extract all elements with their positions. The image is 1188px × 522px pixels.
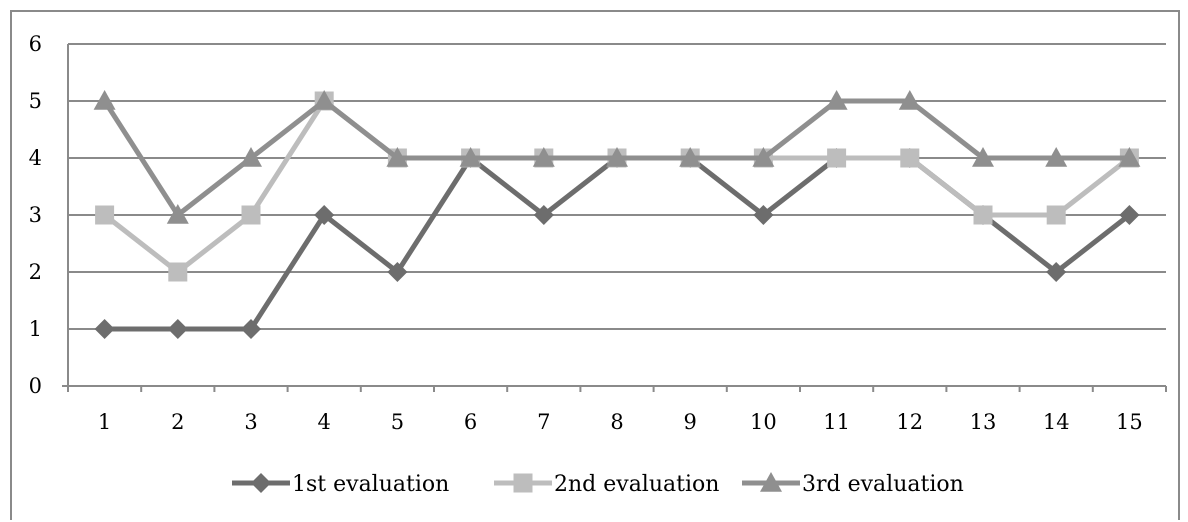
diamond-point	[1119, 205, 1140, 225]
triangle-point	[972, 147, 994, 167]
gridlines	[68, 43, 1166, 330]
x-tick-label: 12	[896, 410, 923, 434]
square-point	[1046, 205, 1066, 225]
triangle-point	[752, 147, 775, 167]
x-tick-label: 4	[318, 410, 331, 434]
triangle-point	[459, 147, 482, 167]
triangle-point	[93, 90, 116, 110]
series-line	[104, 155, 1131, 332]
triangle-point	[679, 147, 702, 167]
legend-item: 2nd evaluation	[494, 472, 719, 497]
diamond-point	[167, 319, 188, 339]
legend-label: 1st evaluation	[292, 472, 449, 497]
x-tick-label: 13	[970, 410, 997, 434]
legend-label: 3rd evaluation	[802, 472, 964, 497]
y-tick-label: 5	[29, 89, 42, 113]
triangle-point	[240, 147, 262, 167]
series-3	[93, 90, 1141, 224]
x-tick-label: 2	[171, 410, 184, 434]
triangle-point	[386, 147, 409, 167]
x-tick-label: 3	[244, 410, 257, 434]
x-tick-label: 9	[684, 410, 697, 434]
x-tick-label: 15	[1116, 410, 1143, 434]
triangle-point	[606, 147, 628, 167]
triangle-point	[532, 147, 555, 167]
diamond-point	[1046, 262, 1067, 282]
x-tick-label: 7	[537, 410, 550, 434]
diamond-point	[753, 205, 774, 225]
diamond-point	[241, 319, 261, 339]
y-tick-label: 6	[29, 32, 42, 56]
square-point	[900, 148, 920, 168]
x-tick-label: 6	[464, 410, 477, 434]
x-tick-label: 10	[750, 410, 777, 434]
series-layer	[93, 90, 1141, 339]
triangle-point	[825, 90, 848, 110]
series-1	[94, 148, 1140, 339]
x-tick-label: 11	[823, 410, 850, 434]
x-tick-label: 5	[391, 410, 404, 434]
triangle-point	[898, 90, 921, 110]
square-point	[827, 148, 847, 168]
triangle-point	[313, 90, 336, 110]
legend-diamond-icon	[251, 473, 271, 493]
y-tick-label: 4	[29, 146, 42, 170]
square-point	[241, 205, 261, 225]
triangle-point	[1045, 147, 1068, 167]
legend-item: 1st evaluation	[232, 472, 449, 497]
y-tick-label: 1	[29, 317, 42, 341]
diamond-point	[387, 262, 408, 282]
legend-label: 2nd evaluation	[554, 472, 719, 497]
chart-area	[10, 10, 1180, 520]
square-point	[168, 262, 188, 282]
legend-triangle-icon	[760, 472, 782, 492]
diamond-point	[533, 205, 554, 225]
square-point	[95, 205, 115, 225]
x-tick-label: 1	[98, 410, 111, 434]
triangle-point	[1118, 147, 1141, 167]
y-tick-label: 0	[29, 374, 42, 398]
y-tick-label: 3	[29, 203, 42, 227]
legend-item: 3rd evaluation	[742, 472, 964, 497]
x-tick-label: 8	[610, 410, 623, 434]
series-2	[95, 91, 1139, 282]
legend-square-icon	[513, 473, 533, 493]
x-tick-label: 14	[1043, 410, 1070, 434]
legend: 1st evaluation 2nd evaluation 3rd evaluati…	[232, 472, 964, 497]
triangle-point	[166, 204, 189, 224]
square-point	[973, 205, 993, 225]
diamond-point	[94, 319, 115, 339]
series-line	[103, 98, 1131, 275]
diamond-point	[314, 205, 335, 225]
y-tick-label: 2	[29, 260, 42, 284]
